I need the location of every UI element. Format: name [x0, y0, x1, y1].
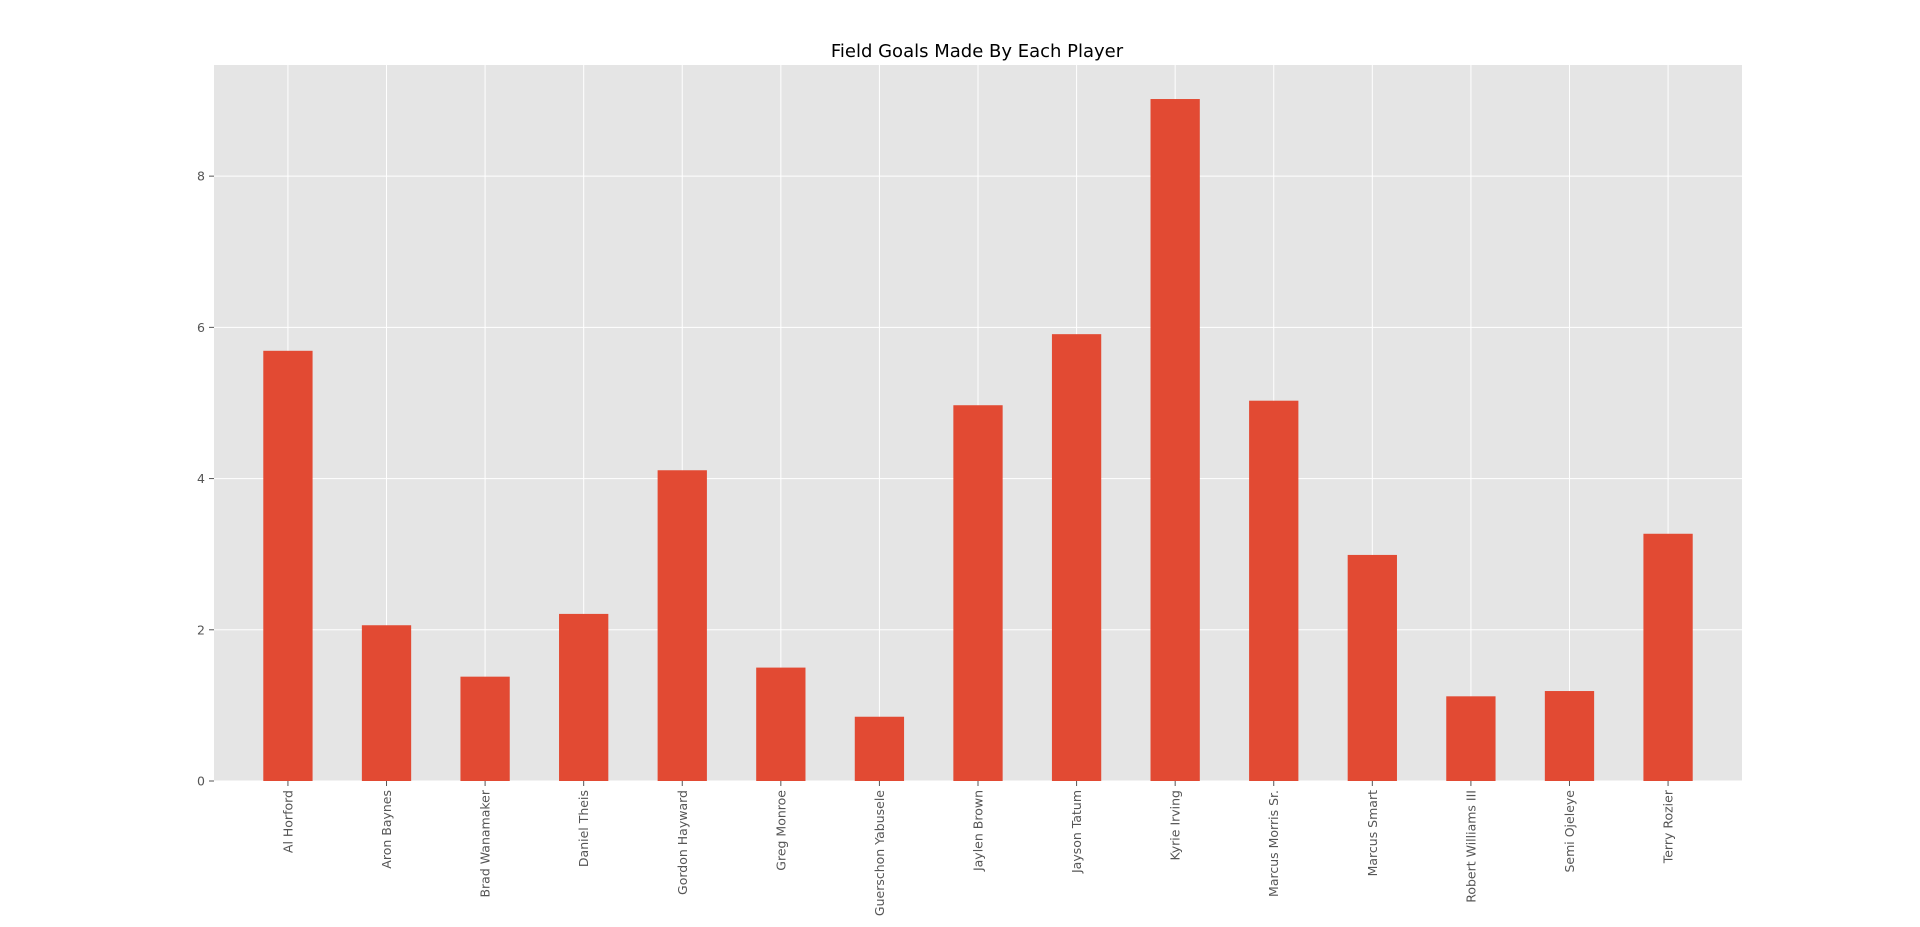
bar [361, 625, 412, 781]
x-tick-label: Kyrie Irving [1168, 790, 1183, 861]
bar [854, 716, 905, 781]
x-tick-label: Marcus Smart [1365, 790, 1380, 877]
x-tick-label: Jaylen Brown [971, 790, 986, 872]
bars [263, 99, 1693, 781]
y-tick-label: 0 [197, 774, 205, 789]
x-tick-label: Gordon Hayward [675, 790, 690, 895]
bar [263, 350, 313, 781]
bar [1446, 696, 1496, 781]
bar [953, 405, 1003, 781]
bar [1051, 334, 1102, 781]
y-axis: 0 2 4 6 8 [197, 169, 214, 789]
bar [1643, 533, 1693, 781]
bar [460, 676, 510, 781]
bar [756, 667, 806, 781]
x-tick-label: Robert Williams III [1463, 790, 1478, 903]
bar [1347, 554, 1397, 781]
x-axis: Al Horford Aron Baynes Brad Wanamaker Danie… [280, 781, 1676, 916]
y-tick-label: 6 [197, 320, 205, 335]
x-tick-label: Jayson Tatum [1069, 790, 1084, 874]
x-tick-label: Al Horford [280, 790, 295, 853]
y-tick-label: 4 [197, 471, 205, 486]
x-tick-label: Greg Monroe [773, 790, 788, 871]
y-tick-label: 2 [197, 622, 205, 637]
y-tick-label: 8 [197, 169, 205, 184]
bar [559, 613, 609, 781]
x-tick-label: Terry Rozier [1661, 789, 1676, 864]
bar [1249, 400, 1299, 781]
x-tick-label: Marcus Morris Sr. [1266, 790, 1281, 897]
bar [1544, 691, 1595, 781]
x-tick-label: Semi Ojeleye [1562, 790, 1577, 873]
x-tick-label: Daniel Theis [576, 790, 591, 867]
bar [657, 470, 707, 781]
x-tick-label: Aron Baynes [379, 790, 394, 869]
chart-title: Field Goals Made By Each Player [831, 41, 1124, 62]
x-tick-label: Brad Wanamaker [478, 789, 493, 897]
x-tick-label: Guerschon Yabusele [872, 790, 887, 916]
bar [1150, 99, 1200, 781]
